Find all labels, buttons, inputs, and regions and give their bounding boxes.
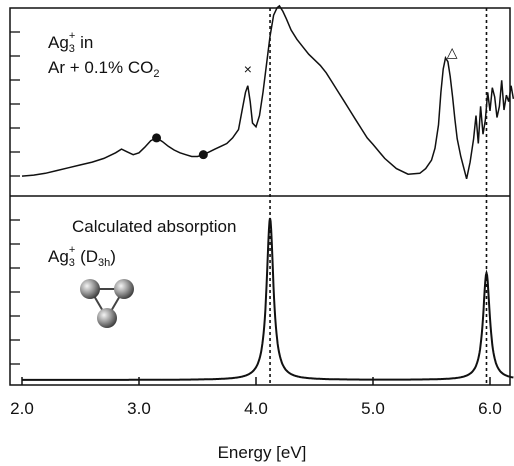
x-tick-label-2.0: 2.0 bbox=[10, 399, 34, 418]
x-tick-label-5.0: 5.0 bbox=[361, 399, 385, 418]
bottom-panel-title: Calculated absorption bbox=[72, 217, 236, 236]
x-tick-label-4.0: 4.0 bbox=[244, 399, 268, 418]
atom-right bbox=[114, 279, 134, 299]
top-panel-label-line1: Ag3+ in bbox=[48, 30, 93, 55]
atom-bottom bbox=[97, 308, 117, 328]
x-tick-label-3.0: 3.0 bbox=[127, 399, 151, 418]
bottom-panel-label: Ag3+ (D3h) bbox=[48, 244, 116, 269]
x-ticks bbox=[21, 377, 491, 385]
peak-annotations: ×△△ bbox=[152, 44, 458, 160]
molecule-icon bbox=[80, 279, 134, 328]
marker-triangle: △ bbox=[447, 44, 458, 60]
top-panel-label-line2: Ar + 0.1% CO2 bbox=[48, 58, 159, 80]
atom-left bbox=[80, 279, 100, 299]
measured-spectrum-line bbox=[21, 4, 514, 179]
x-axis-title: Energy [eV] bbox=[218, 443, 307, 462]
marker-cross: × bbox=[244, 61, 252, 77]
marker-dot bbox=[152, 133, 162, 143]
marker-dot bbox=[198, 150, 208, 160]
y-minor-ticks bbox=[10, 31, 20, 365]
reference-lines bbox=[269, 8, 488, 385]
x-tick-label-6.0: 6.0 bbox=[478, 399, 502, 418]
calculated-absorption-line bbox=[22, 217, 514, 381]
